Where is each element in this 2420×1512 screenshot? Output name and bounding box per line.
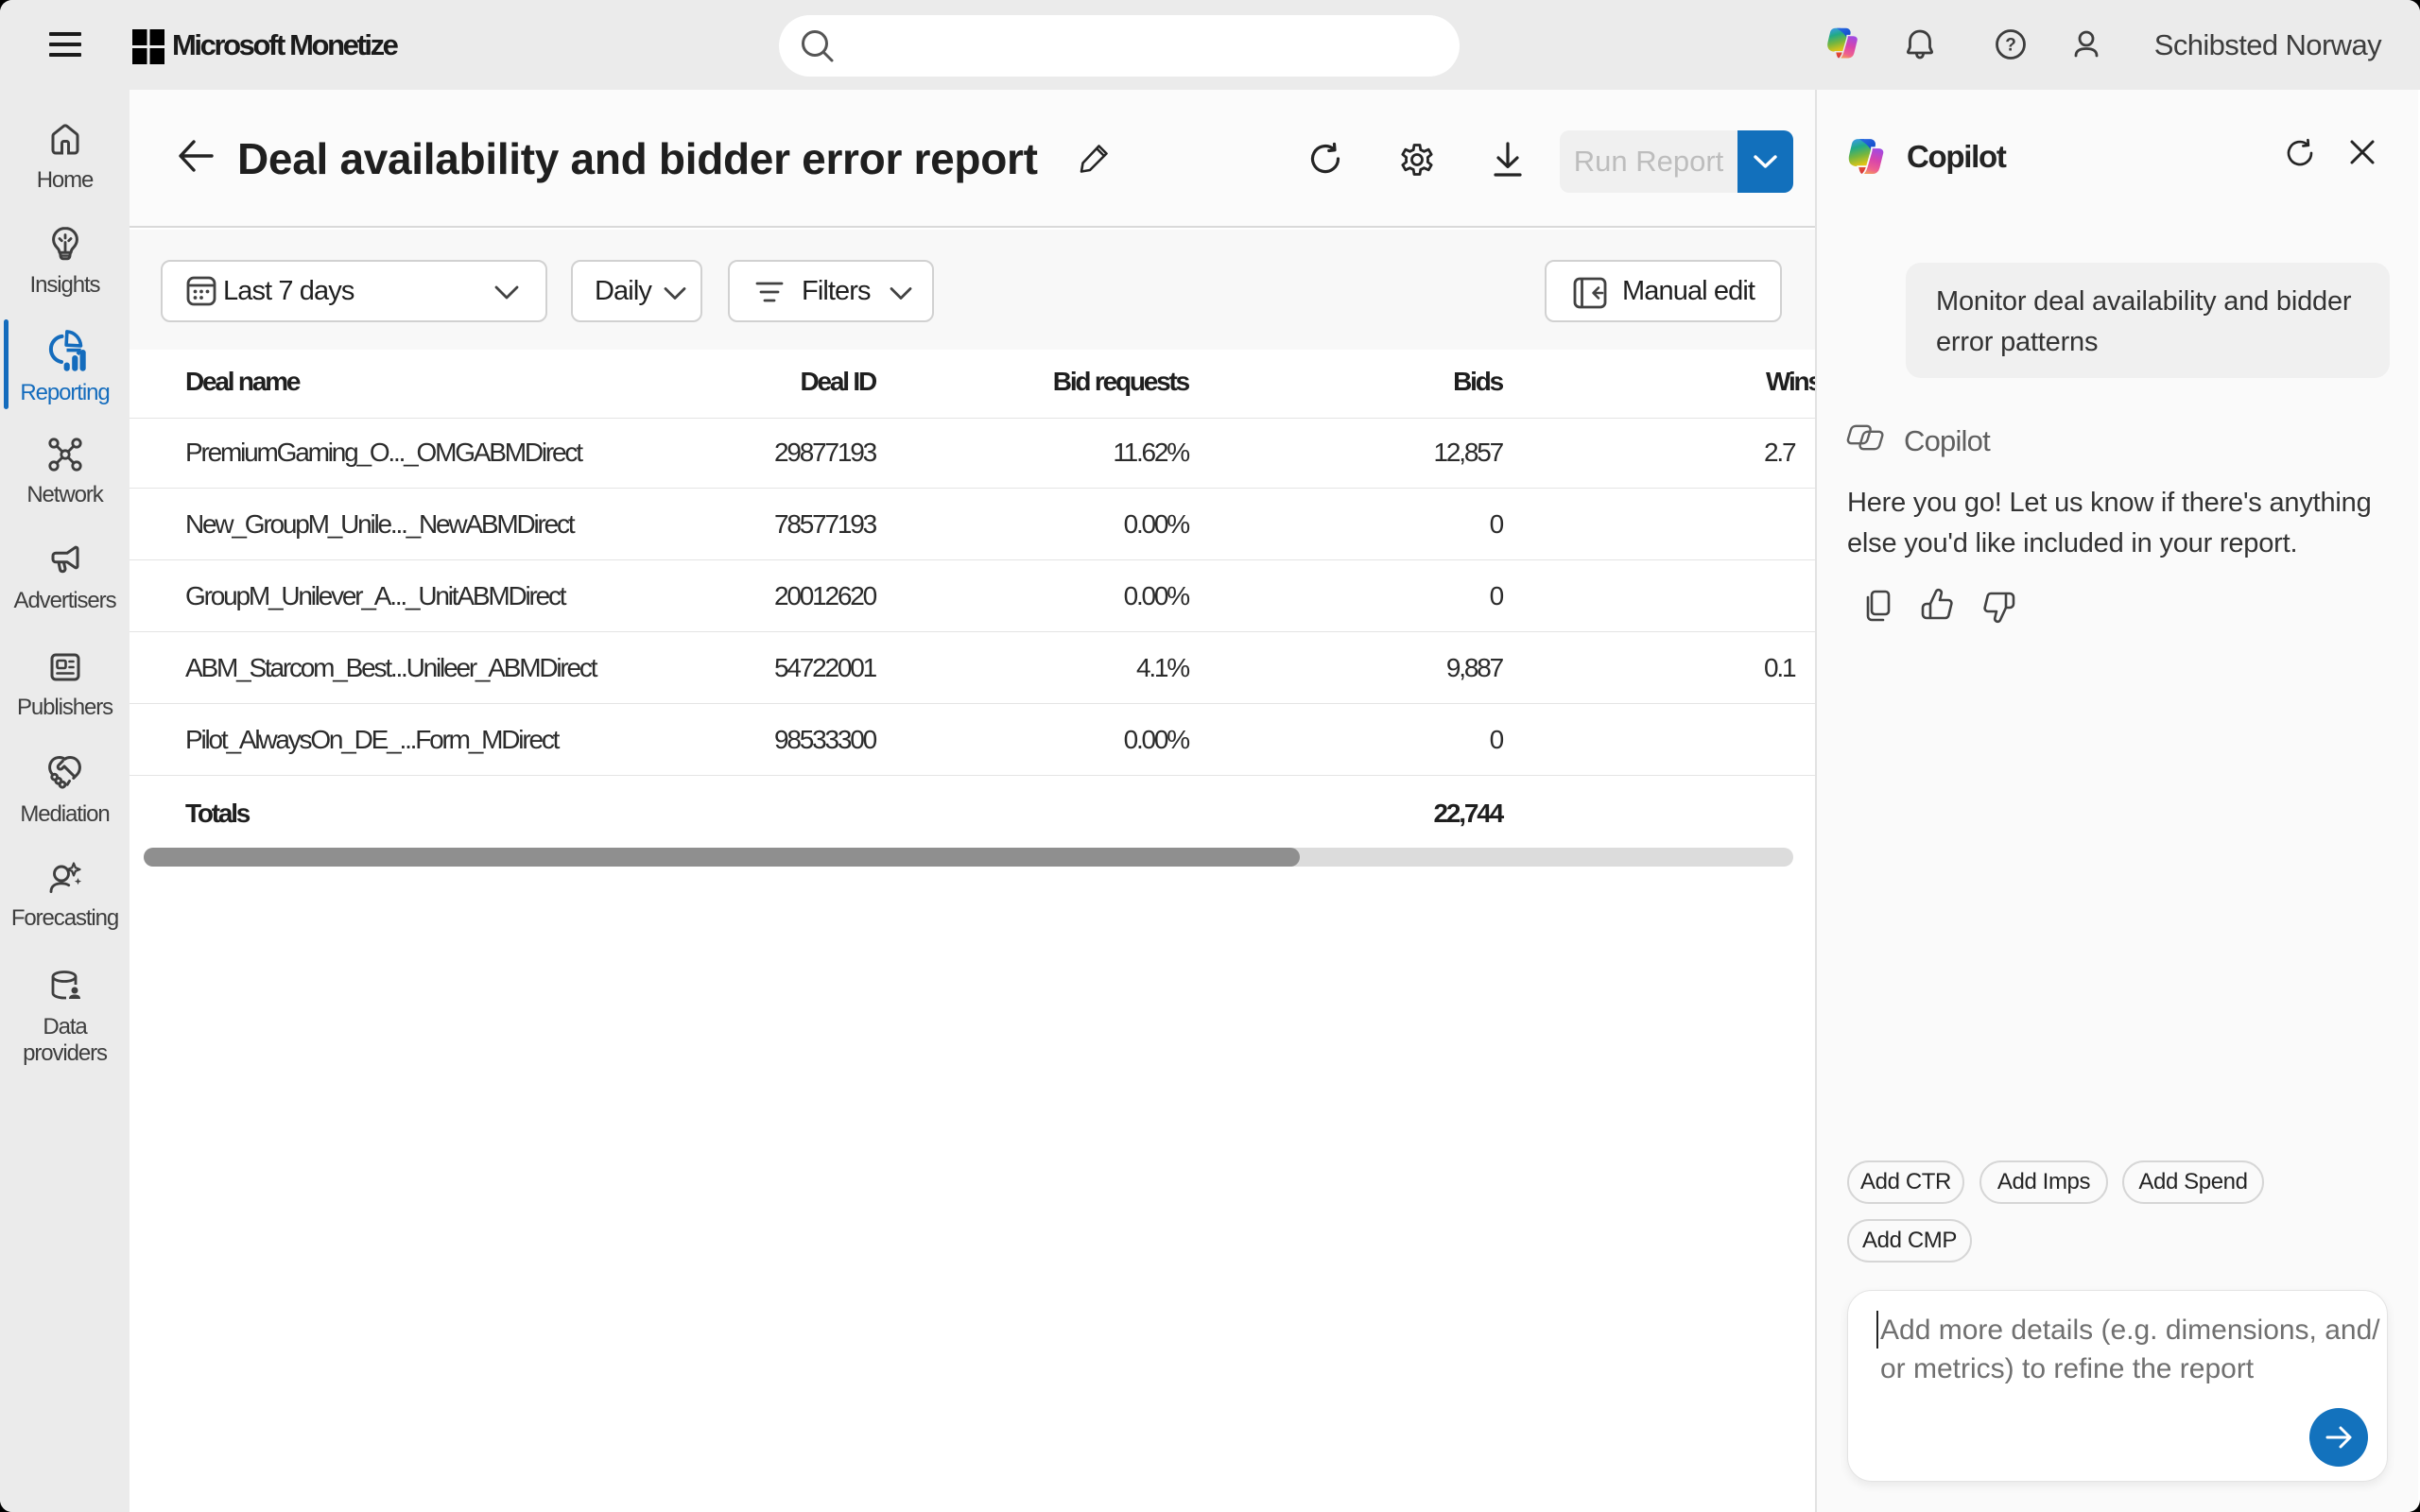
svg-text:?: ? xyxy=(2005,36,2016,56)
